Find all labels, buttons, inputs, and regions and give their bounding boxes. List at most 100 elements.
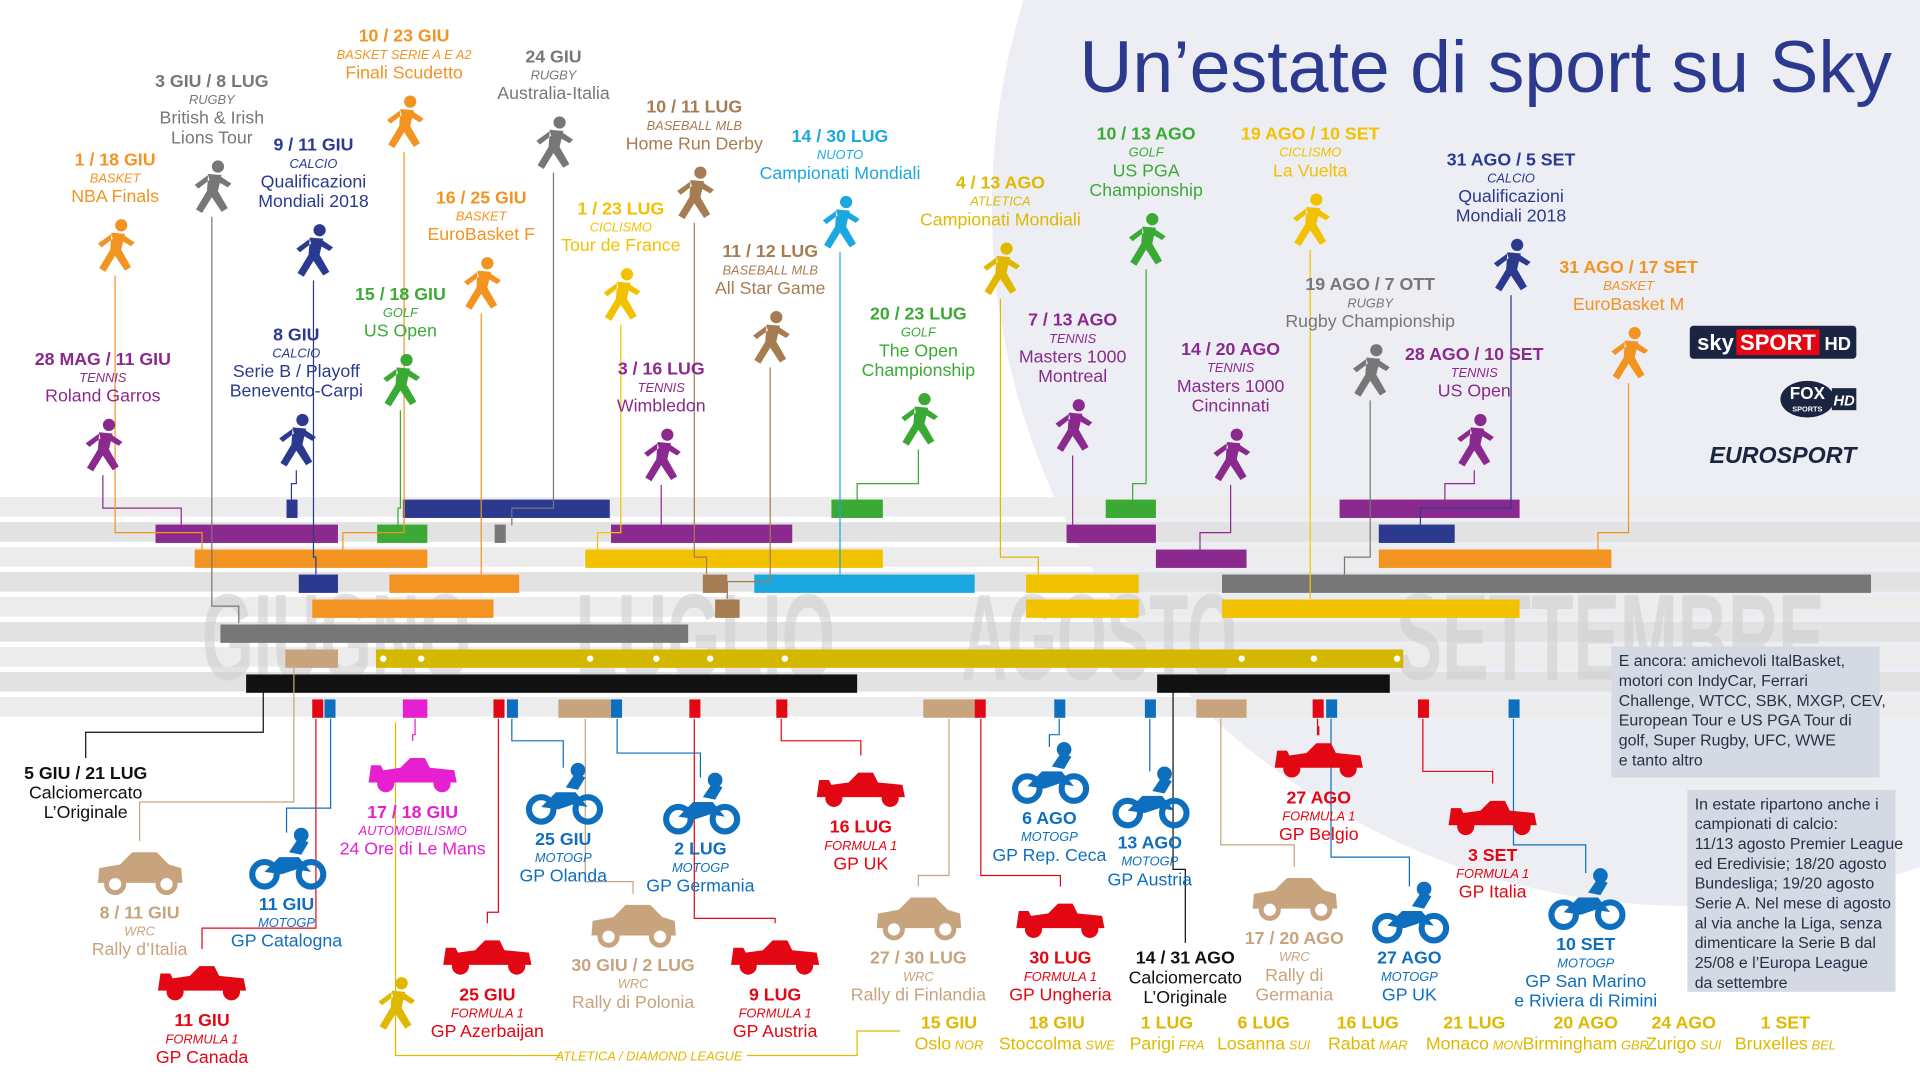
ev-date: 10 / 23 GIU bbox=[359, 26, 450, 46]
ev-sport: FORMULA 1 bbox=[451, 1006, 524, 1021]
title: Un’estate di sport su Sky bbox=[1079, 25, 1892, 108]
ev-name: Serie B / Playoff bbox=[233, 361, 360, 381]
icon-head bbox=[481, 257, 494, 270]
icon-wheel bbox=[825, 789, 843, 807]
meeting-date: 1 SET bbox=[1761, 1013, 1810, 1033]
connector-lines bbox=[85, 151, 1630, 1057]
meeting-country: MAR bbox=[1379, 1037, 1408, 1052]
icon bbox=[1274, 743, 1363, 778]
note-line: Serie A. Nel mese di agosto bbox=[1695, 896, 1891, 913]
icon bbox=[1012, 742, 1090, 804]
timeline-bar bbox=[715, 599, 740, 618]
icon bbox=[591, 904, 676, 948]
note-line: Bundesliga; 19/20 agosto bbox=[1695, 876, 1875, 893]
icon-head bbox=[1072, 399, 1085, 412]
ev-name: Benevento-Carpi bbox=[230, 381, 363, 401]
icon-wheel bbox=[1081, 920, 1099, 938]
ev-date: 27 AGO bbox=[1377, 948, 1442, 968]
icon-body bbox=[536, 129, 574, 169]
icon bbox=[97, 852, 183, 896]
icon bbox=[249, 827, 327, 890]
timeline-bar bbox=[974, 699, 986, 718]
timeline-bar bbox=[1222, 599, 1520, 618]
ev-sport: FORMULA 1 bbox=[1282, 808, 1355, 823]
icon-wheel bbox=[709, 803, 741, 835]
ev-name: GP San Marino bbox=[1525, 971, 1646, 991]
icon-wheel bbox=[1372, 912, 1403, 944]
icon-head bbox=[694, 166, 707, 179]
sky-logo-sky: sky bbox=[1697, 330, 1735, 355]
meeting-place: Losanna SUI bbox=[1217, 1033, 1311, 1053]
meeting-city: Rabat bbox=[1328, 1033, 1375, 1053]
timeline-bar bbox=[776, 699, 788, 718]
ev-sport: FORMULA 1 bbox=[824, 838, 897, 853]
icon-body bbox=[383, 367, 420, 407]
timeline-bar bbox=[831, 499, 883, 518]
icon-body bbox=[731, 940, 820, 965]
icon-head bbox=[1474, 413, 1487, 427]
meeting-place: Bruxelles BEL bbox=[1735, 1033, 1836, 1053]
ev-sport: NUOTO bbox=[817, 147, 863, 162]
connector bbox=[856, 449, 919, 501]
ev-name: Germania bbox=[1255, 984, 1333, 1004]
timeline-bar bbox=[402, 499, 610, 518]
icon-body bbox=[97, 232, 135, 272]
sport-icons bbox=[85, 95, 1649, 1030]
timeline-bar bbox=[286, 499, 298, 518]
eurosport-logo: EUROSPORT bbox=[1709, 442, 1858, 468]
meeting-city: Monaco bbox=[1426, 1033, 1489, 1053]
icon-body bbox=[368, 757, 457, 783]
meeting-city: Losanna bbox=[1217, 1033, 1285, 1053]
ev-sport: BASKET bbox=[90, 170, 142, 185]
timeline-bar bbox=[494, 524, 506, 543]
ev-sport: WRC bbox=[1279, 949, 1310, 964]
ev-date: 11 GIU bbox=[259, 894, 314, 914]
meeting-country: FRA bbox=[1179, 1037, 1205, 1052]
icon bbox=[97, 219, 135, 272]
icon-body bbox=[1448, 800, 1537, 826]
connector bbox=[999, 298, 1039, 575]
ev-name: US PGA bbox=[1113, 160, 1180, 180]
ev-date: 31 AGO / 5 SET bbox=[1447, 149, 1576, 169]
ev-sport: MOTOGP bbox=[1121, 854, 1178, 869]
connector bbox=[285, 718, 332, 833]
icon bbox=[677, 166, 714, 220]
timeline-bar bbox=[312, 599, 494, 618]
meeting-date: 24 AGO bbox=[1651, 1013, 1716, 1033]
icon bbox=[1493, 238, 1531, 292]
icon-head bbox=[661, 428, 674, 441]
connector bbox=[201, 718, 317, 949]
icon-head bbox=[211, 160, 225, 173]
icon-head bbox=[296, 413, 309, 427]
timeline-bar bbox=[689, 699, 701, 718]
timeline-bar bbox=[1155, 549, 1247, 568]
timeline-bar bbox=[324, 699, 336, 718]
icon-head bbox=[553, 116, 566, 129]
ev-sport: WRC bbox=[903, 969, 934, 984]
ev-sport: MOTOGP bbox=[535, 850, 592, 865]
ev-name: NBA Finals bbox=[71, 186, 159, 206]
icon bbox=[983, 242, 1020, 296]
meeting-dot bbox=[587, 655, 594, 662]
timeline-bar bbox=[611, 524, 793, 543]
timeline-bar bbox=[1026, 599, 1139, 618]
connector bbox=[1316, 718, 1320, 736]
ev-name: Championship bbox=[1089, 180, 1203, 200]
ev-date: 14 / 20 AGO bbox=[1181, 339, 1280, 359]
meeting-country: GBR bbox=[1621, 1037, 1649, 1052]
ev-name: Qualificazioni bbox=[1458, 186, 1564, 206]
ev-date: 8 / 11 GIU bbox=[100, 902, 180, 922]
note-line: In estate ripartono anche i bbox=[1695, 796, 1879, 813]
icon-body bbox=[264, 837, 312, 875]
ev-date: 28 MAG / 11 GIU bbox=[35, 349, 171, 369]
icon bbox=[378, 977, 416, 1030]
timeline-bar bbox=[1054, 699, 1066, 718]
ev-sport: GOLF bbox=[383, 305, 419, 320]
connector bbox=[1419, 295, 1512, 526]
icon-body bbox=[1016, 903, 1105, 929]
icon-wheel bbox=[249, 858, 280, 890]
ev-sport: FORMULA 1 bbox=[166, 1031, 239, 1046]
icon-wheel bbox=[451, 957, 469, 975]
ev-sport: BASKET bbox=[1603, 278, 1655, 293]
ev-sport: TENNIS bbox=[638, 380, 686, 395]
